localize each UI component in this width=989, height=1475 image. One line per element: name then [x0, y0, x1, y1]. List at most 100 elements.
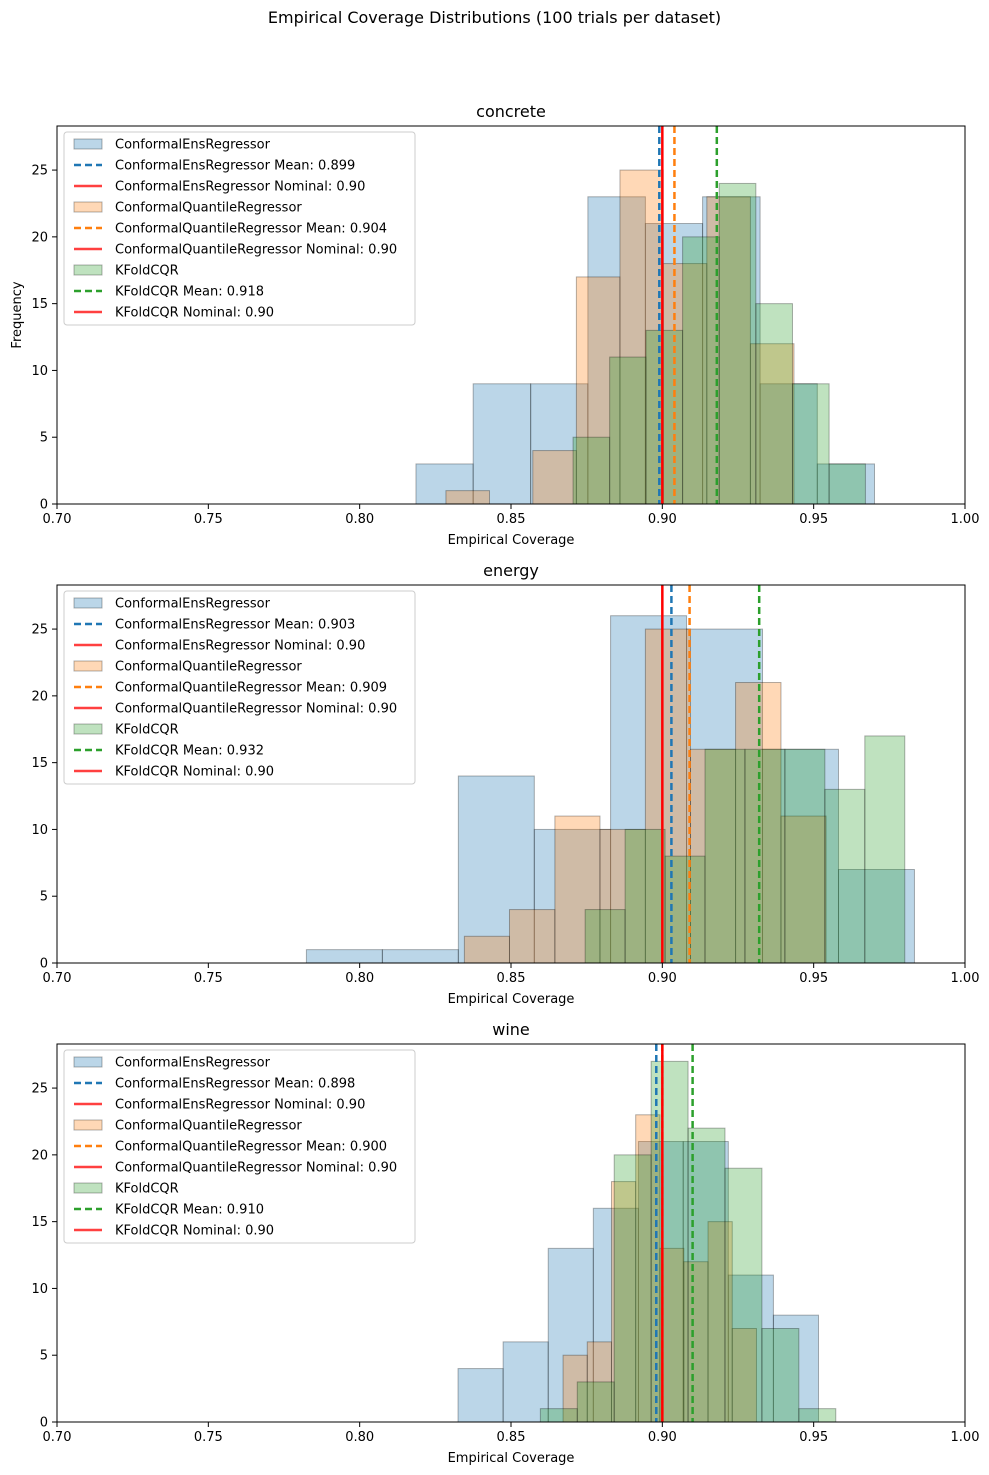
histogram-bar — [706, 196, 751, 505]
legend-label: ConformalEnsRegressor — [115, 1056, 271, 1071]
legend-label: ConformalEnsRegressor Nominal: 0.90 — [115, 180, 365, 195]
histogram-bar — [749, 343, 795, 505]
histogram-bar — [457, 775, 535, 964]
histogram-bar — [724, 1167, 763, 1423]
legend-label: ConformalQuantileRegressor Nominal: 0.90 — [115, 702, 397, 717]
panel-title: concrete — [476, 102, 546, 121]
x-tick-label: 1.00 — [951, 971, 980, 986]
histogram-bar — [508, 909, 556, 964]
histogram-bar — [718, 182, 757, 505]
histogram-bar — [791, 383, 830, 505]
legend-label: ConformalQuantileRegressor — [115, 201, 302, 216]
y-tick-label: 15 — [31, 756, 48, 771]
histogram-bar — [637, 1141, 684, 1423]
histogram-bar — [562, 1354, 588, 1423]
histogram-bar — [609, 356, 647, 505]
x-tick-label: 0.95 — [799, 971, 828, 986]
histogram-bar — [707, 1221, 733, 1423]
legend-label: ConformalQuantileRegressor — [115, 660, 302, 675]
legend-label: KFoldCQR — [115, 264, 179, 279]
y-tick-label: 15 — [31, 1215, 48, 1230]
histogram-bar — [445, 490, 491, 505]
legend-label: ConformalEnsRegressor Nominal: 0.90 — [115, 639, 365, 654]
legend-label: ConformalEnsRegressor Mean: 0.898 — [115, 1077, 355, 1092]
legend-label: ConformalEnsRegressor Mean: 0.899 — [115, 159, 355, 174]
y-tick-label: 0 — [40, 957, 48, 972]
legend-label: ConformalQuantileRegressor Mean: 0.900 — [115, 1140, 387, 1155]
legend-patch — [73, 201, 103, 213]
histogram-bar — [687, 1127, 726, 1423]
histogram-bar — [761, 1328, 800, 1423]
legend-patch — [73, 1182, 103, 1194]
histogram-bar — [415, 463, 474, 505]
x-tick-label: 0.90 — [648, 512, 677, 527]
histogram-bar — [702, 196, 761, 505]
legend: ConformalEnsRegressor ConformalEnsRegress… — [63, 590, 416, 785]
legend-patch — [73, 1056, 103, 1068]
legend-label: ConformalEnsRegressor — [115, 138, 271, 153]
panel-concrete: concrete 0.70 0.75 0.80 0.85 0.90 0.95 1.00 0 5 10… — [10, 102, 979, 548]
legend-label: ConformalQuantileRegressor Nominal: 0.90 — [115, 1161, 397, 1176]
histogram-bar — [704, 748, 746, 964]
histogram-bar — [457, 1368, 504, 1423]
histogram-bar — [864, 735, 906, 964]
legend-label: ConformalQuantileRegressor Mean: 0.909 — [115, 681, 387, 696]
legend-label: ConformalEnsRegressor Nominal: 0.90 — [115, 1098, 365, 1113]
y-tick-label: 20 — [31, 1148, 48, 1163]
histogram-bar — [533, 828, 612, 964]
x-tick-label: 0.80 — [345, 1430, 374, 1445]
y-tick-label: 5 — [40, 1349, 48, 1364]
legend-label: ConformalQuantileRegressor Mean: 0.904 — [115, 222, 387, 237]
x-tick-label: 0.75 — [194, 971, 223, 986]
histogram-bar — [576, 1381, 615, 1423]
figure-title: Empirical Coverage Distributions (100 tr… — [268, 8, 721, 27]
histogram-bar — [610, 615, 688, 964]
histogram-bar — [682, 1141, 729, 1423]
x-tick-label: 0.70 — [43, 512, 72, 527]
panel-title: energy — [483, 561, 539, 580]
legend-label: KFoldCQR — [115, 723, 179, 738]
x-tick-label: 0.90 — [648, 971, 677, 986]
histogram-bar — [624, 828, 666, 964]
y-tick-label: 10 — [31, 823, 48, 838]
x-tick-label: 1.00 — [951, 512, 980, 527]
legend: ConformalEnsRegressor ConformalEnsRegress… — [63, 1049, 416, 1244]
histogram-bar — [759, 383, 818, 505]
y-tick-label: 25 — [31, 164, 48, 179]
y-tick-label: 5 — [40, 431, 48, 446]
legend-label: KFoldCQR Mean: 0.932 — [115, 744, 264, 759]
x-tick-label: 0.85 — [497, 1430, 526, 1445]
histogram-bar — [798, 1408, 837, 1423]
legend-label: KFoldCQR — [115, 1182, 179, 1197]
histogram-bar — [784, 748, 826, 964]
legend-label: KFoldCQR Mean: 0.910 — [115, 1203, 264, 1218]
x-tick-label: 0.70 — [43, 1430, 72, 1445]
histogram-bar — [744, 748, 786, 964]
x-tick-label: 0.75 — [194, 1430, 223, 1445]
legend-box — [63, 131, 416, 326]
histogram-bar — [828, 463, 866, 505]
histogram-bar — [686, 628, 764, 964]
histogram-bar — [587, 196, 646, 505]
panel-title: wine — [492, 1020, 530, 1039]
y-tick-label: 20 — [31, 689, 48, 704]
x-axis-label: Empirical Coverage — [448, 533, 575, 548]
legend-patch — [73, 723, 103, 735]
histogram-bar — [755, 303, 793, 505]
x-tick-label: 0.85 — [497, 512, 526, 527]
x-tick-label: 0.70 — [43, 971, 72, 986]
legend-patch — [73, 264, 103, 276]
histogram-bar — [381, 949, 459, 964]
x-tick-label: 0.95 — [799, 512, 828, 527]
legend-patch — [73, 660, 103, 672]
histogram-bar — [682, 236, 720, 505]
y-tick-label: 25 — [31, 1082, 48, 1097]
y-tick-label: 10 — [31, 364, 48, 379]
x-axis-label: Empirical Coverage — [448, 1451, 575, 1466]
legend-label: ConformalQuantileRegressor Nominal: 0.90 — [115, 243, 397, 258]
histogram-bar — [689, 748, 737, 964]
histogram-bar — [572, 436, 611, 505]
panel-energy: energy 0.70 0.75 0.80 0.85 0.90 0.95 1.00 0 5 10 15… — [31, 561, 979, 1007]
x-tick-label: 0.95 — [799, 1430, 828, 1445]
histogram-bar — [645, 329, 684, 505]
